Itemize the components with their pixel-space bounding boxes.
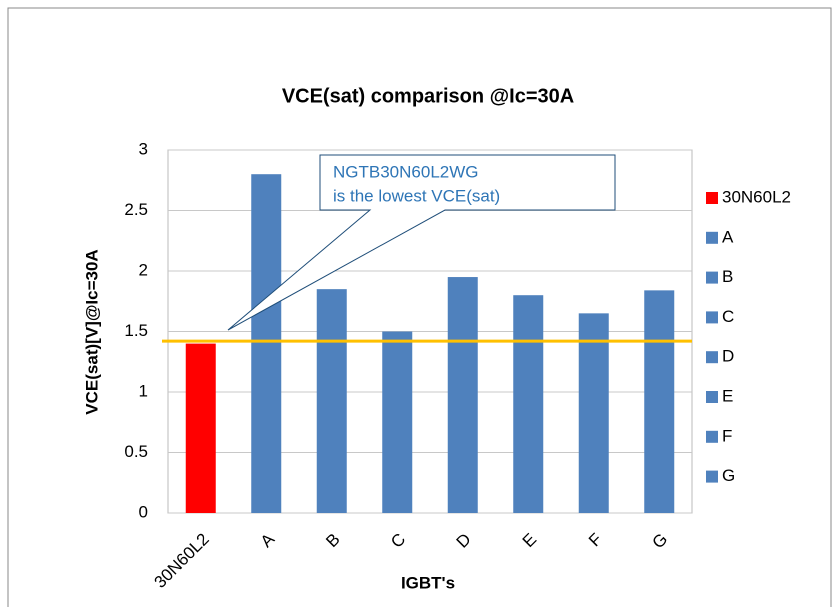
legend-swatch: [706, 271, 718, 284]
legend-swatch: [706, 351, 718, 364]
legend-label: B: [722, 267, 733, 286]
y-tick-label: 0: [139, 502, 148, 521]
bar: [578, 313, 609, 513]
bar: [185, 343, 216, 513]
bar: [513, 295, 544, 513]
legend-swatch: [706, 192, 718, 204]
legend-label: C: [722, 307, 734, 326]
y-tick-label: 3: [139, 139, 148, 158]
bar: [447, 277, 478, 513]
legend-label: D: [722, 347, 734, 366]
legend-label: G: [722, 466, 735, 485]
legend-swatch: [706, 311, 718, 324]
x-axis-label: IGBT's: [401, 573, 455, 592]
y-tick-label: 1: [139, 381, 148, 400]
legend-swatch: [706, 470, 718, 483]
legend-label: E: [722, 386, 733, 405]
y-tick-label: 1.5: [124, 321, 148, 340]
legend-label: 30N60L2: [722, 187, 791, 206]
bar: [316, 289, 347, 513]
chart-frame: [7, 7, 832, 607]
legend-label: F: [722, 426, 732, 445]
y-tick-label: 0.5: [124, 442, 148, 461]
annotation: is the lowest VCE(sat): [333, 186, 500, 205]
callout: [227, 154, 616, 331]
annotation: NGTB30N60L2WG: [333, 162, 479, 181]
bar: [382, 331, 413, 513]
bar: [644, 290, 675, 513]
legend-swatch: [706, 430, 718, 443]
y-axis-label: VCE(sat)[V]@Ic=30A: [82, 249, 101, 414]
chart-title: VCE(sat) comparison @Ic=30A: [282, 85, 574, 107]
legend-swatch: [706, 231, 718, 244]
bar: [251, 174, 282, 513]
y-tick-label: 2.5: [124, 200, 148, 219]
legend-swatch: [706, 391, 718, 403]
legend-label: A: [722, 227, 734, 246]
y-tick-label: 2: [139, 260, 148, 279]
